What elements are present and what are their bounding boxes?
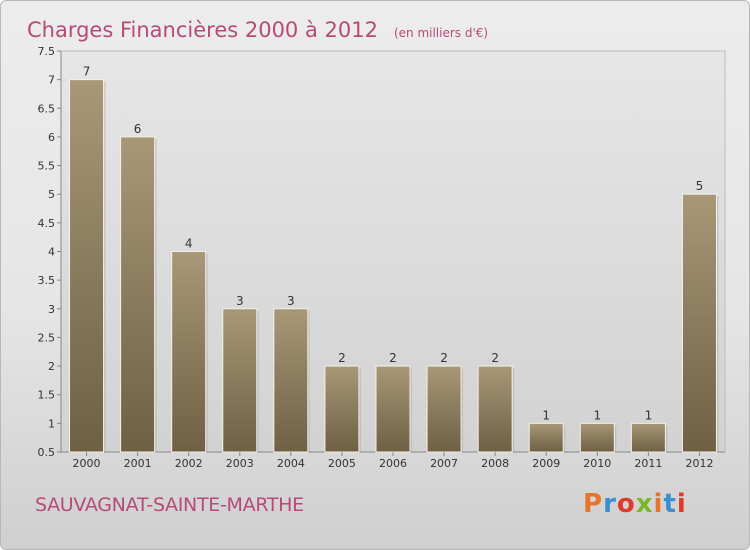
chart-title: Charges Financières 2000 à 2012 (en milli… [27,7,488,45]
y-tick-label: 7.5 [38,45,56,58]
logo-letter: x [635,489,654,519]
y-tick-label: 1 [48,417,55,430]
data-label-2004: 3 [287,294,295,308]
x-tick-label-2012: 2012 [685,457,713,470]
bar-2008 [477,365,513,453]
x-tick-label-2007: 2007 [430,457,458,470]
chart-title-text: Charges Financières 2000 à 2012 [27,18,378,42]
x-tick-label-2004: 2004 [277,457,305,470]
bar-2003 [222,308,258,453]
data-label-2007: 2 [440,351,448,365]
y-tick-label: 4 [48,246,55,259]
bar-2004 [273,308,309,453]
data-label-2005: 2 [338,351,346,365]
data-label-2000: 7 [83,65,91,79]
y-tick-label: 7 [48,74,55,87]
data-label-2003: 3 [236,294,244,308]
bar-2005 [324,365,360,453]
data-label-2009: 1 [542,408,550,422]
logo-letter: t [663,489,677,519]
logo-letter: i [653,489,664,519]
y-tick-label: 3 [48,303,55,316]
data-label-2002: 4 [185,237,193,251]
x-tick-label-2005: 2005 [328,457,356,470]
x-tick-label-2001: 2001 [124,457,152,470]
chart-unit-label: (en milliers d'€) [393,26,489,40]
bars: 7 6 4 3 3 2 2 2 2 1 1 1 5 [69,65,719,453]
x-axis-ticks: 2000 2001 2002 2003 2004 2005 2006 2007 2008 2009… [73,452,713,470]
x-tick-label-2003: 2003 [226,457,254,470]
data-label-2006: 2 [389,351,397,365]
commune-name: SAUVAGNAT-SAINTE-MARTHE [35,494,304,516]
logo-letter: P [583,489,604,519]
logo-letter: i [676,489,687,519]
data-label-2012: 5 [696,179,704,193]
bar-2006 [375,365,411,453]
bar-2007 [426,365,462,453]
y-tick-label: 5 [48,188,55,201]
logo-letter: r [603,489,617,519]
x-tick-label-2002: 2002 [175,457,203,470]
logo-letter: o [616,489,636,519]
bar-2009 [528,422,564,453]
x-tick-label-2006: 2006 [379,457,407,470]
bar-2012 [681,193,717,453]
bar-2010 [579,422,615,453]
bar-2000 [69,79,105,453]
bar-2011 [630,422,666,453]
x-tick-label-2000: 2000 [73,457,101,470]
x-tick-label-2010: 2010 [583,457,611,470]
data-label-2008: 2 [491,351,499,365]
y-tick-label: 6.5 [38,102,56,115]
y-tick-label: 2.5 [38,331,56,344]
proxiti-logo[interactable]: Proxiti [583,489,687,519]
bar-2001 [120,136,156,453]
bar-2002 [171,251,207,453]
x-tick-label-2011: 2011 [634,457,662,470]
x-tick-label-2008: 2008 [481,457,509,470]
y-tick-label: 0.5 [38,446,56,459]
x-tick-label-2009: 2009 [532,457,560,470]
y-tick-label: 1.5 [38,389,56,402]
y-tick-label: 2 [48,360,55,373]
data-label-2001: 6 [134,122,142,136]
y-axis-ticks: 0.5 1 1.5 2 2.5 3 3.5 4 4.5 5 5.5 6 6.5 7 7.5 [38,45,61,459]
y-tick-label: 3.5 [38,274,56,287]
y-tick-label: 6 [48,131,55,144]
data-label-2010: 1 [593,408,601,422]
data-label-2011: 1 [645,408,653,422]
y-tick-label: 5.5 [38,160,56,173]
y-tick-label: 4.5 [38,217,56,230]
